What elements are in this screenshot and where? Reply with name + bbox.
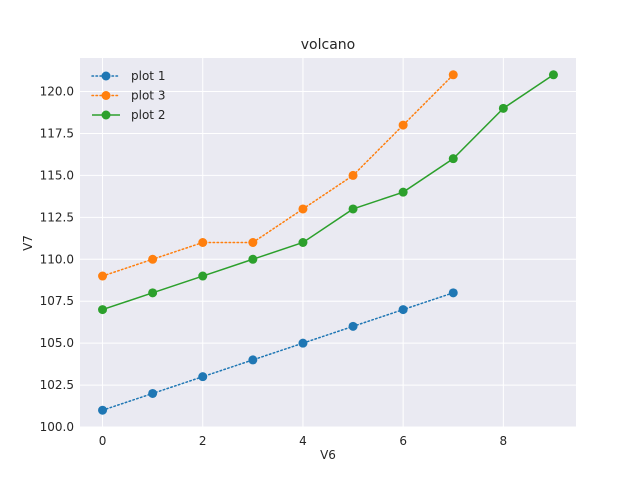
x-tick-label: 0 <box>99 434 107 448</box>
data-point <box>148 288 158 298</box>
y-tick-label: 107.5 <box>40 294 74 308</box>
x-tick-label: 4 <box>299 434 307 448</box>
data-point <box>348 321 358 331</box>
legend-item: plot 2 <box>92 108 165 122</box>
x-tick-label: 2 <box>199 434 207 448</box>
data-point <box>98 405 108 415</box>
data-point <box>448 70 458 80</box>
y-tick-label: 102.5 <box>40 378 74 392</box>
data-point <box>448 154 458 164</box>
data-point <box>248 355 258 365</box>
legend-item: plot 3 <box>91 89 165 103</box>
series-plot-2 <box>98 70 558 315</box>
legend-label: plot 3 <box>131 89 165 103</box>
series-plot-3 <box>98 70 458 281</box>
data-point <box>448 288 458 298</box>
y-tick-label: 120.0 <box>40 85 74 99</box>
legend-label: plot 1 <box>131 69 165 83</box>
x-tick-label: 8 <box>500 434 508 448</box>
y-tick-label: 105.0 <box>40 336 74 350</box>
legend-item: plot 1 <box>91 69 165 83</box>
y-tick-label: 112.5 <box>40 210 74 224</box>
data-point <box>548 70 558 80</box>
data-point <box>248 238 258 247</box>
legend-marker <box>101 110 111 120</box>
data-point <box>348 204 358 214</box>
data-point <box>148 254 158 264</box>
data-point <box>298 204 308 214</box>
data-point <box>398 120 408 130</box>
legend-marker <box>101 91 111 100</box>
series-line <box>101 292 454 411</box>
data-point <box>98 271 108 281</box>
x-axis-label: V6 <box>320 448 336 462</box>
data-point <box>398 305 408 315</box>
data-point <box>298 238 308 247</box>
y-tick-labels: 100.0 102.5 105.0 107.5 110.0 112.5 115.0 117.5… <box>40 85 74 434</box>
y-axis-label: V7 <box>21 235 35 251</box>
data-point <box>298 338 308 348</box>
series-line <box>102 74 554 311</box>
x-tick-labels: 0 2 4 6 8 <box>99 434 507 448</box>
series-line <box>101 74 454 277</box>
plot-area <box>80 58 576 427</box>
data-point <box>148 388 158 398</box>
data-point <box>348 170 358 180</box>
x-tick-label: 6 <box>399 434 407 448</box>
y-tick-label: 117.5 <box>40 126 74 140</box>
series-plot-1 <box>98 288 458 415</box>
chart-title: volcano <box>301 37 355 53</box>
data-point <box>98 305 108 315</box>
data-point <box>398 187 408 197</box>
legend-marker <box>101 71 111 81</box>
data-point <box>498 103 508 113</box>
data-point <box>248 254 258 264</box>
series-layer <box>98 70 558 415</box>
y-tick-label: 115.0 <box>40 168 74 182</box>
y-tick-label: 110.0 <box>40 252 74 266</box>
data-point <box>198 238 208 247</box>
legend-label: plot 2 <box>131 108 165 122</box>
data-point <box>198 271 208 281</box>
legend: plot 1 plot 3 plot 2 <box>91 69 165 122</box>
data-point <box>198 372 208 382</box>
y-tick-label: 100.0 <box>40 420 74 434</box>
